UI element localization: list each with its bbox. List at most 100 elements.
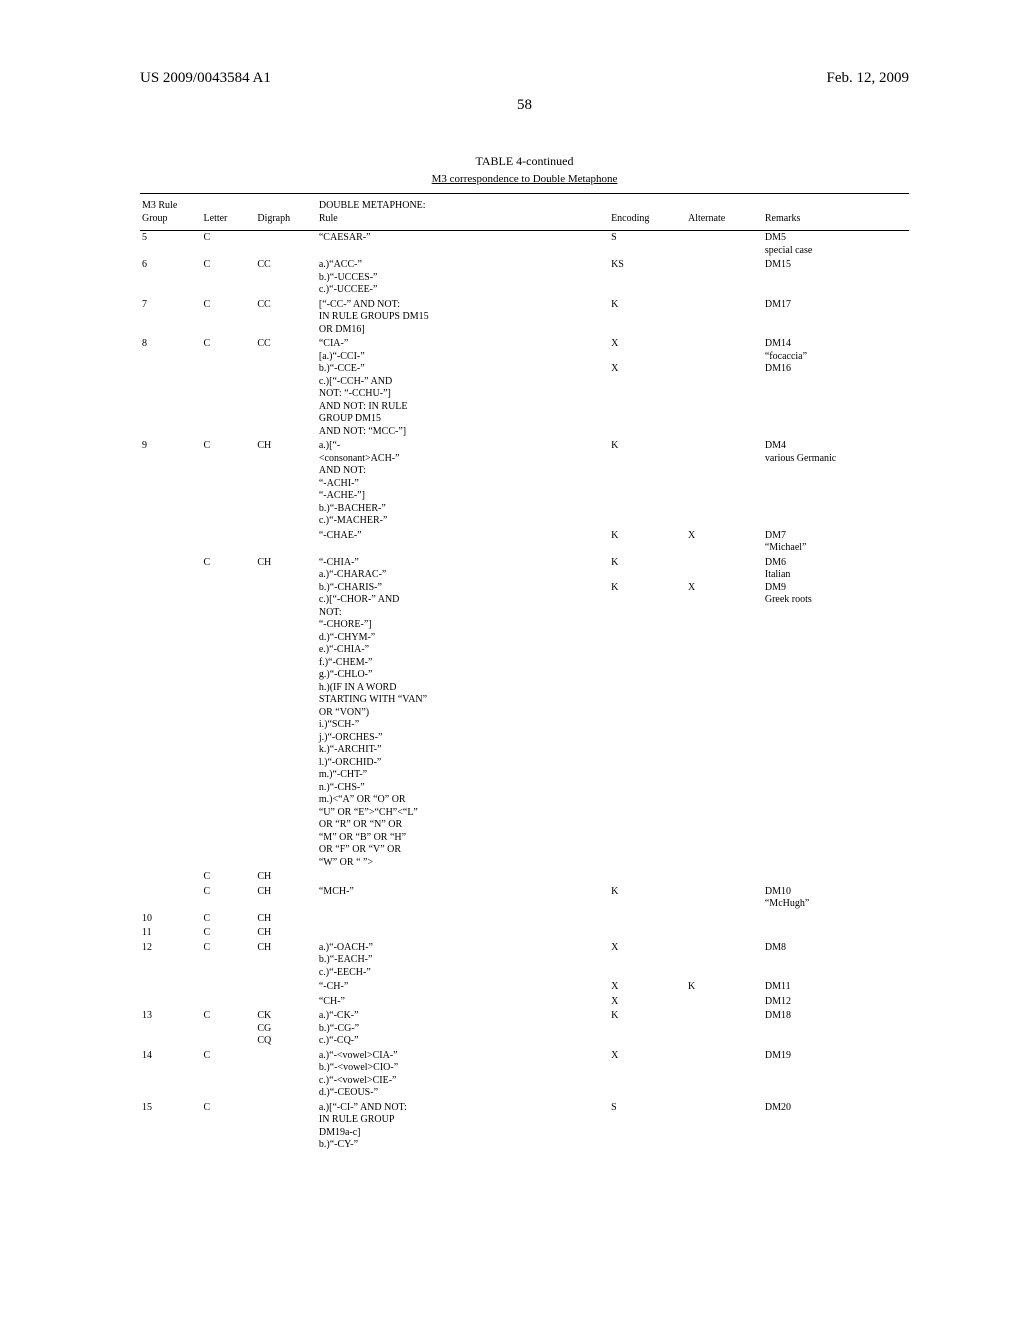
page-number: 58 (140, 97, 909, 114)
table-row: 12CCHa.)“-OACH-”b.)“-EACH-”c.)“-EECH-”XD… (140, 941, 909, 981)
cell-rule: a.)“ACC-”b.)“-UCCES-”c.)“-UCCEE-” (317, 258, 609, 298)
cell-rule: a.)[“-CI-” AND NOT:IN RULE GROUPDM19a-c]… (317, 1101, 609, 1153)
cell-digraph: CH (255, 941, 317, 981)
cell-remarks: DM20 (763, 1101, 909, 1153)
cell-rule (317, 912, 609, 927)
cell-group: 8 (140, 337, 202, 439)
cell-remarks (763, 926, 909, 941)
cell-alternate (686, 926, 763, 941)
cell-rule: “MCH-” (317, 885, 609, 912)
cell-digraph (255, 1049, 317, 1101)
cell-alternate (686, 870, 763, 885)
table-row: 9CCHa.)[“-<consonant>ACH-”AND NOT:“-ACHI… (140, 439, 909, 529)
cell-rule: “CAESAR-” (317, 231, 609, 259)
cell-encoding: S (609, 1101, 686, 1153)
cell-digraph (255, 231, 317, 259)
table-body: 5C“CAESAR-”SDM5special case6CCCa.)“ACC-”… (140, 231, 909, 1153)
cell-encoding: K (609, 1009, 686, 1049)
cell-encoding (609, 870, 686, 885)
cell-rule: “-CH-” (317, 980, 609, 995)
table-row: 8CCC“CIA-”[a.)“-CCI-”b.)“-CCE-”c.)[“-CCH… (140, 337, 909, 439)
cell-encoding: K (609, 298, 686, 338)
metaphone-table: M3 Rule Group Letter Digraph DOUBLE META… (140, 193, 909, 1153)
cell-group (140, 529, 202, 556)
cell-digraph: CH (255, 870, 317, 885)
cell-group: 11 (140, 926, 202, 941)
table-row: “-CH-”XKDM11 (140, 980, 909, 995)
cell-letter: C (202, 885, 256, 912)
cell-alternate (686, 337, 763, 439)
cell-alternate (686, 231, 763, 259)
cell-remarks: DM6ItalianDM9Greek roots (763, 556, 909, 871)
publication-number: US 2009/0043584 A1 (140, 70, 271, 87)
table-row: 10CCH (140, 912, 909, 927)
cell-remarks: DM18 (763, 1009, 909, 1049)
cell-rule: [“-CC-” AND NOT:IN RULE GROUPS DM15OR DM… (317, 298, 609, 338)
cell-encoding: K (609, 439, 686, 529)
cell-alternate (686, 1009, 763, 1049)
cell-digraph: CH (255, 439, 317, 529)
cell-letter (202, 529, 256, 556)
table-row: 13CCK CG CQa.)“-CK-”b.)“-CG-”c.)“-CQ-”KD… (140, 1009, 909, 1049)
cell-alternate (686, 885, 763, 912)
cell-alternate: X (686, 529, 763, 556)
cell-digraph (255, 529, 317, 556)
cell-letter: C (202, 1101, 256, 1153)
cell-letter: C (202, 258, 256, 298)
cell-group: 6 (140, 258, 202, 298)
cell-digraph: CC (255, 258, 317, 298)
col-header-alternate: Alternate (686, 194, 763, 231)
cell-alternate (686, 439, 763, 529)
cell-remarks: DM15 (763, 258, 909, 298)
table-row: CCH (140, 870, 909, 885)
cell-remarks: DM5special case (763, 231, 909, 259)
cell-remarks: DM4various Germanic (763, 439, 909, 529)
cell-letter: C (202, 941, 256, 981)
col-header-group: M3 Rule Group (140, 194, 202, 231)
cell-group (140, 980, 202, 995)
cell-digraph: CH (255, 926, 317, 941)
cell-remarks: DM19 (763, 1049, 909, 1101)
cell-rule (317, 926, 609, 941)
cell-digraph (255, 1101, 317, 1153)
cell-letter: C (202, 912, 256, 927)
cell-encoding: X (609, 980, 686, 995)
cell-encoding: K K (609, 556, 686, 871)
cell-digraph (255, 980, 317, 995)
cell-encoding: X (609, 1049, 686, 1101)
cell-group: 13 (140, 1009, 202, 1049)
cell-digraph: CC (255, 298, 317, 338)
cell-group: 5 (140, 231, 202, 259)
cell-letter: C (202, 1009, 256, 1049)
table-row: 6CCCa.)“ACC-”b.)“-UCCES-”c.)“-UCCEE-”KSD… (140, 258, 909, 298)
cell-remarks: DM7“Michael” (763, 529, 909, 556)
cell-remarks (763, 870, 909, 885)
cell-encoding (609, 926, 686, 941)
table-row: “-CHAE-”KXDM7“Michael” (140, 529, 909, 556)
cell-remarks: DM11 (763, 980, 909, 995)
cell-rule: “CIA-”[a.)“-CCI-”b.)“-CCE-”c.)[“-CCH-” A… (317, 337, 609, 439)
cell-alternate: K (686, 980, 763, 995)
table-row: CCH“MCH-”KDM10“McHugh” (140, 885, 909, 912)
cell-letter: C (202, 337, 256, 439)
cell-rule: a.)“-OACH-”b.)“-EACH-”c.)“-EECH-” (317, 941, 609, 981)
cell-letter (202, 980, 256, 995)
cell-encoding: X X (609, 337, 686, 439)
cell-digraph (255, 995, 317, 1010)
cell-encoding: KS (609, 258, 686, 298)
table-subtitle: M3 correspondence to Double Metaphone (140, 173, 909, 185)
cell-group (140, 995, 202, 1010)
cell-group: 14 (140, 1049, 202, 1101)
cell-digraph: CH (255, 556, 317, 871)
table-row: 7CCC[“-CC-” AND NOT:IN RULE GROUPS DM15O… (140, 298, 909, 338)
cell-letter (202, 995, 256, 1010)
table-row: 5C“CAESAR-”SDM5special case (140, 231, 909, 259)
cell-group: 10 (140, 912, 202, 927)
cell-rule: a.)“-CK-”b.)“-CG-”c.)“-CQ-” (317, 1009, 609, 1049)
table-row: CCH“-CHIA-”a.)“-CHARAC-”b.)“-CHARIS-”c.)… (140, 556, 909, 871)
cell-letter: C (202, 556, 256, 871)
cell-encoding: X (609, 941, 686, 981)
cell-alternate (686, 258, 763, 298)
cell-remarks: DM12 (763, 995, 909, 1010)
cell-encoding: S (609, 231, 686, 259)
